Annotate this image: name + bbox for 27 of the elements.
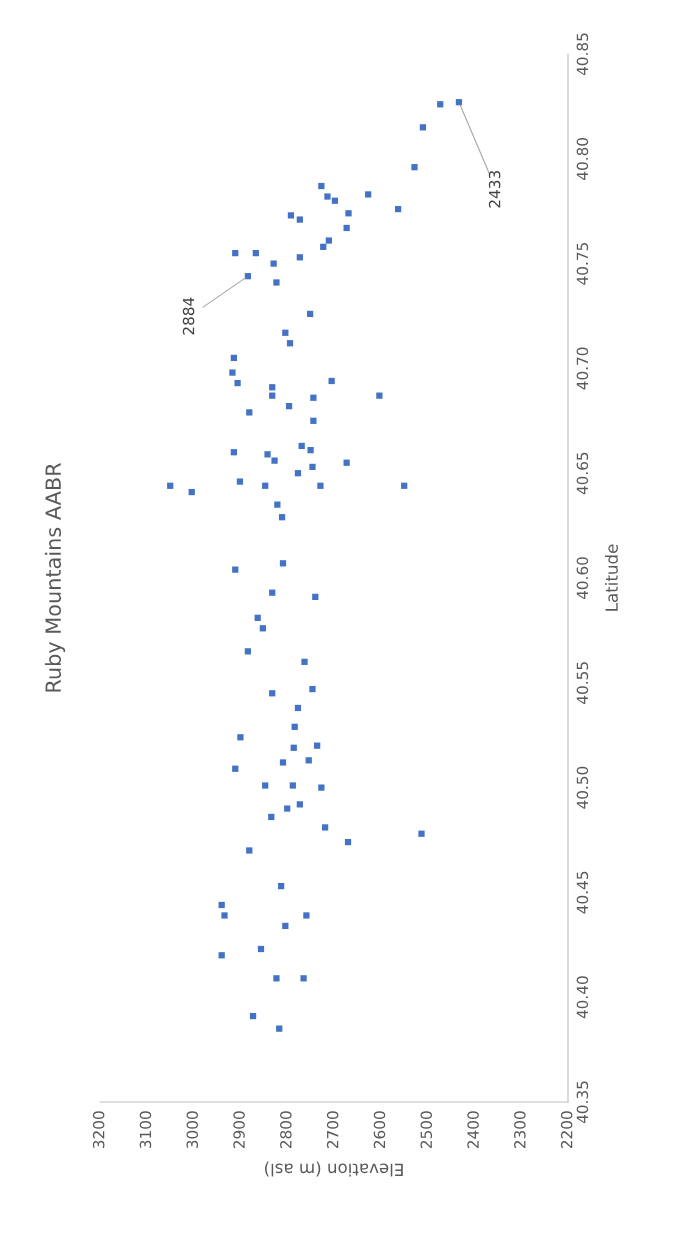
y-tick-label: 40.85 [576,33,589,76]
y-tick-label: 40.50 [576,766,589,809]
x-tick-label: 2500 [420,1111,433,1149]
text: Ruby Mountains AABR [44,462,66,692]
x-tick-label: 2200 [560,1111,573,1149]
x-tick-label: 2700 [326,1111,339,1149]
y-tick-label: 40.65 [576,452,589,495]
x-tick-label: 3100 [139,1111,152,1149]
annotation: 2884 [182,297,195,335]
y-tick-label: 40.35 [576,1081,589,1124]
y-tick-label: 40.55 [576,662,589,704]
y-tick-label: 40.40 [576,976,589,1019]
x-tick-label: 2300 [514,1111,526,1149]
x-tick-label: 2600 [373,1111,386,1149]
y-tick-label: 40.80 [576,137,589,180]
x-tick-label: 2800 [280,1111,292,1149]
y-tick-label: 40.75 [576,243,589,285]
x-tick-label: 3000 [186,1111,199,1149]
y-axis-title: Latitude [605,544,618,611]
annotation: 2433 [488,170,501,208]
x-tick-label: 2900 [233,1111,245,1149]
x-tick-label: 2400 [467,1111,479,1149]
y-tick-label: 40.60 [576,557,589,600]
x-axis-title: Elevation (m asl) [265,1161,403,1177]
y-tick-label: 40.70 [576,347,589,390]
x-tick-label: 3200 [92,1111,105,1149]
y-tick-label: 40.45 [576,871,589,914]
